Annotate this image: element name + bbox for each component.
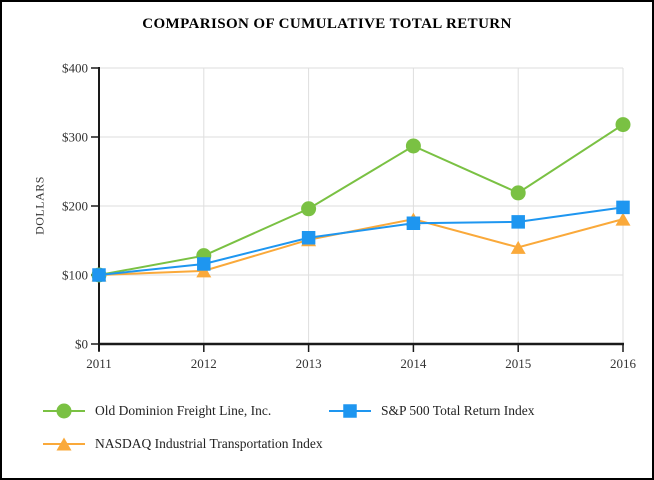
chart-title: COMPARISON OF CUMULATIVE TOTAL RETURN xyxy=(142,16,512,32)
svg-text:$300: $300 xyxy=(62,130,88,145)
svg-text:$0: $0 xyxy=(75,337,88,352)
legend-item-odfl: Old Dominion Freight Line, Inc. xyxy=(42,402,271,420)
series-2 xyxy=(91,212,631,282)
legend-label-nasdaq: NASDAQ Industrial Transportation Index xyxy=(95,436,323,451)
svg-text:2015: 2015 xyxy=(505,356,531,371)
series-0 xyxy=(91,117,631,283)
svg-text:2016: 2016 xyxy=(610,356,637,371)
svg-text:2014: 2014 xyxy=(400,356,427,371)
svg-text:2011: 2011 xyxy=(86,356,112,371)
svg-text:$100: $100 xyxy=(62,268,88,283)
svg-text:2013: 2013 xyxy=(296,356,322,371)
legend-item-sp500: S&P 500 Total Return Index xyxy=(328,402,535,420)
plot-area: $0 $100 $200 $300 $400 2011 2012 2013 2014 2015 20… xyxy=(62,61,637,372)
legend-item-nasdaq: NASDAQ Industrial Transportation Index xyxy=(42,435,323,453)
legend-label-odfl: Old Dominion Freight Line, Inc. xyxy=(95,403,272,418)
nasdaq-triangle-marker-icon xyxy=(43,437,85,451)
series-1 xyxy=(92,200,630,282)
sp500-square-marker-icon xyxy=(329,404,371,418)
svg-text:$400: $400 xyxy=(62,61,88,76)
svg-text:$200: $200 xyxy=(62,199,88,214)
odfl-circle-marker-icon xyxy=(43,403,85,419)
svg-text:2012: 2012 xyxy=(191,356,217,371)
legend-label-sp500: S&P 500 Total Return Index xyxy=(381,403,535,418)
